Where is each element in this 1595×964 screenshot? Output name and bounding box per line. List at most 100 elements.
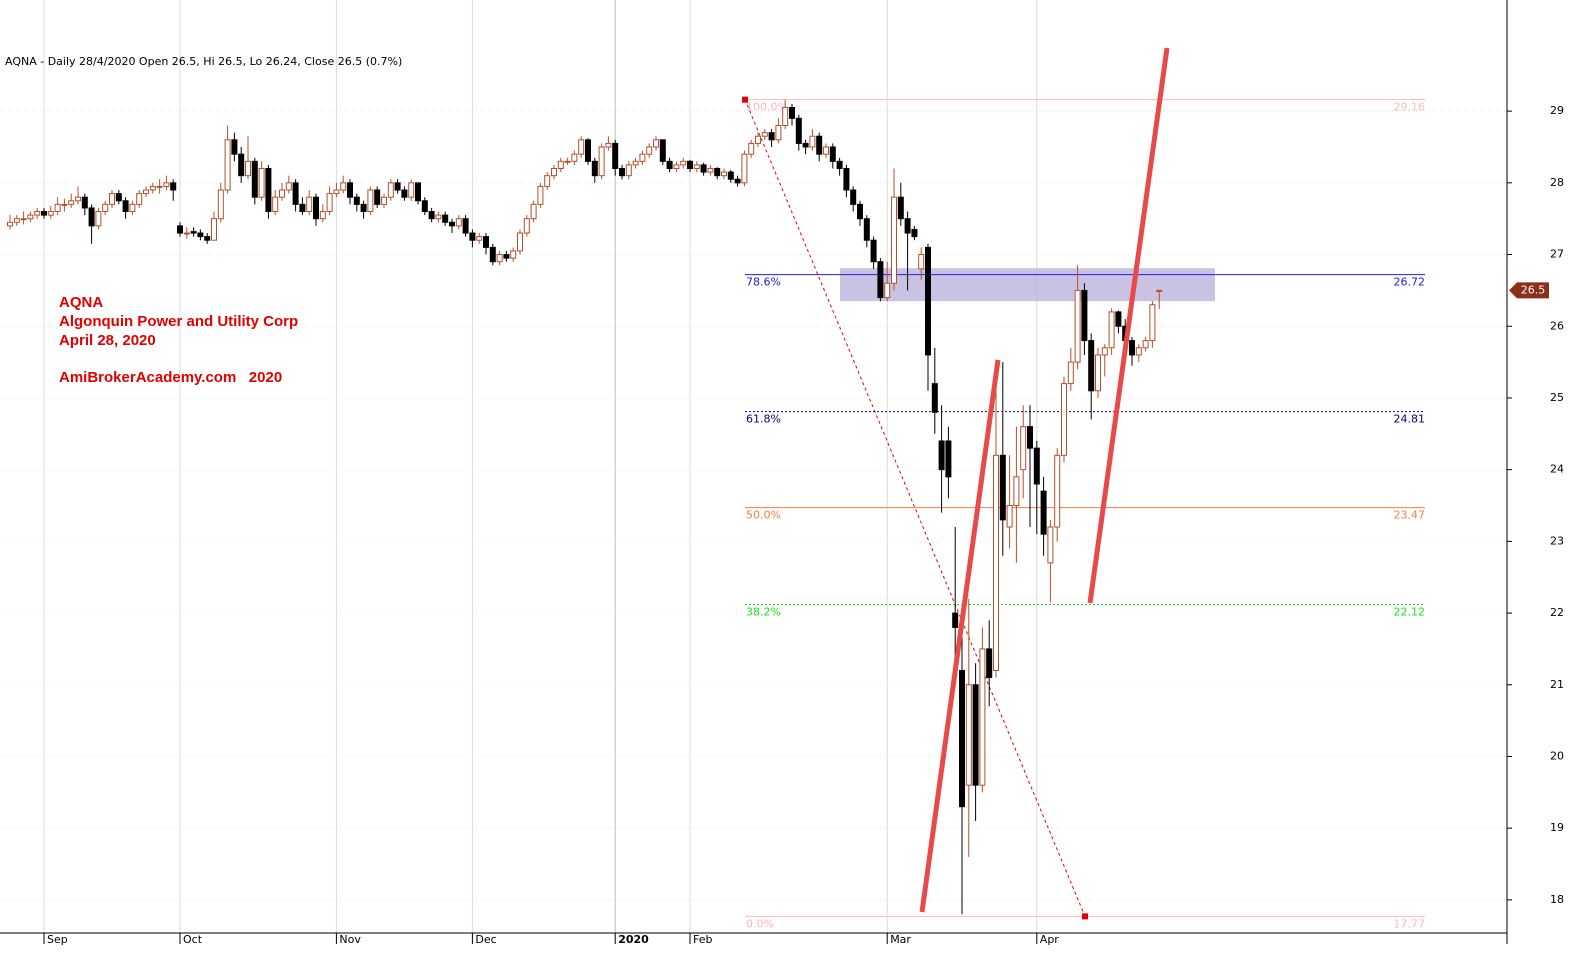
x-tick-label: Dec — [475, 933, 496, 946]
candle-body — [1027, 426, 1033, 449]
candle-body — [768, 132, 775, 141]
candle-body — [333, 189, 340, 195]
candle-body — [904, 218, 911, 234]
fib-zone — [840, 268, 1215, 302]
candle-body — [231, 139, 238, 155]
fib-value: 29.16 — [1394, 101, 1426, 114]
candle-body — [523, 218, 530, 234]
candle-body — [591, 160, 598, 177]
candle-body — [1054, 454, 1061, 528]
candle-body — [612, 142, 619, 170]
candle-body — [401, 189, 408, 198]
y-tick-label: 26 — [1550, 319, 1564, 332]
candle-body — [632, 160, 639, 166]
fib-label: 38.2% — [746, 605, 781, 618]
candle-body — [829, 146, 836, 162]
candle-body — [625, 164, 632, 177]
trend-line — [1087, 47, 1170, 604]
candle-body — [721, 171, 727, 177]
candle-body — [795, 117, 802, 144]
candle-body — [7, 221, 13, 227]
candle-body — [748, 142, 755, 155]
candle-body — [1061, 383, 1067, 456]
candle-body — [115, 193, 122, 202]
candle-body — [292, 182, 299, 205]
candle-body — [489, 246, 496, 263]
candle-body — [938, 440, 945, 471]
x-tick-label: Mar — [890, 933, 911, 946]
candle-body — [34, 211, 41, 216]
candle-body — [1081, 289, 1088, 342]
price-tag — [1509, 282, 1549, 299]
candle-body — [136, 193, 143, 205]
candle-body — [496, 254, 503, 263]
candle-body — [775, 124, 782, 141]
candle-body — [863, 218, 870, 241]
candle-body — [503, 254, 510, 259]
candle-body — [802, 142, 809, 148]
candle-body — [843, 168, 850, 191]
candle-body — [945, 440, 952, 478]
candle-body — [673, 164, 680, 170]
candle-body — [122, 200, 129, 213]
candle-body — [510, 250, 517, 259]
candle-body — [952, 612, 959, 628]
fib-label: 0.0% — [746, 917, 774, 930]
candle-body — [1142, 340, 1149, 349]
candle-body — [462, 218, 469, 234]
candle-body — [1040, 490, 1047, 535]
candle-body — [326, 193, 333, 213]
candle-body — [727, 171, 734, 180]
candle-body — [455, 218, 462, 227]
candle-body — [483, 236, 489, 248]
candle-body — [1047, 526, 1054, 564]
candle-body — [1108, 311, 1115, 349]
candle-body — [68, 200, 75, 205]
candle-body — [741, 153, 748, 184]
candle-body — [680, 160, 687, 166]
candle-body — [394, 182, 401, 191]
candle-body — [687, 160, 693, 170]
candle-body — [279, 189, 285, 198]
price-tag-label: 26.5 — [1521, 283, 1546, 296]
candle-body — [816, 135, 823, 155]
candle-body — [129, 203, 136, 213]
candle-body — [1101, 347, 1108, 356]
candle-body — [217, 189, 224, 220]
candle-body — [707, 168, 714, 173]
candle-body — [102, 203, 109, 213]
candle-body — [1006, 505, 1013, 528]
candle-body — [931, 383, 938, 413]
candle-body — [1013, 476, 1020, 507]
candle-body — [646, 146, 653, 155]
candle-body — [285, 182, 292, 191]
y-tick-label: 22 — [1550, 606, 1564, 619]
fib-label: 61.8% — [746, 413, 781, 426]
candle-body — [517, 232, 523, 252]
candle-body — [884, 282, 891, 299]
candle-body — [557, 160, 564, 170]
candle-body — [993, 454, 999, 671]
candle-body — [809, 135, 816, 148]
candle-body — [449, 221, 455, 227]
y-tick-label: 29 — [1550, 104, 1564, 117]
fib-value: 17.77 — [1394, 917, 1426, 930]
candle-body — [551, 168, 557, 177]
candle-body — [245, 160, 251, 177]
annotation: AQNA — [59, 294, 103, 311]
candle-body — [1129, 340, 1135, 356]
y-tick-label: 24 — [1550, 463, 1564, 476]
candle-body — [836, 160, 843, 170]
candle-body — [476, 236, 483, 241]
candle-body — [347, 182, 353, 198]
candle-body — [299, 203, 306, 213]
candle-body — [224, 139, 231, 191]
y-tick-label: 28 — [1550, 176, 1564, 189]
candle-body — [54, 203, 61, 213]
candle-body — [619, 168, 625, 177]
candle-body — [170, 182, 177, 191]
candle-body — [367, 189, 374, 213]
x-tick-label: 2020 — [618, 933, 649, 946]
y-tick-label: 19 — [1550, 821, 1564, 834]
candle-body — [408, 182, 415, 198]
